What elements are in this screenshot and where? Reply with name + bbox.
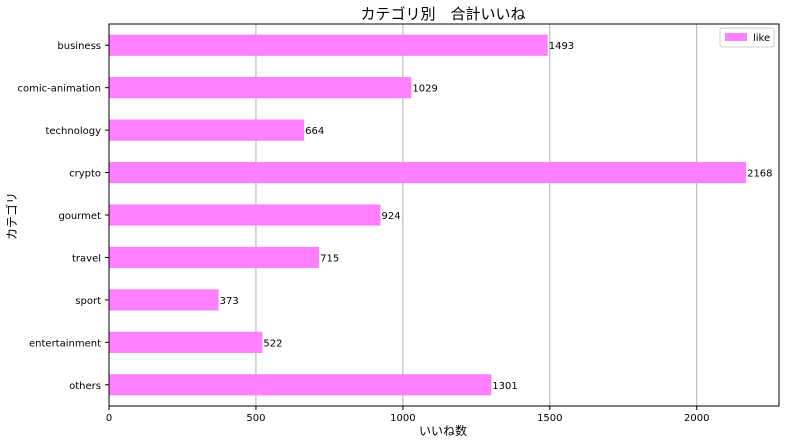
- bar-entertainment: [109, 331, 263, 353]
- legend-label: like: [753, 33, 770, 44]
- y-axis-ticks: business comic-animation technology crypto g…: [17, 41, 109, 392]
- x-tick-label: 1500: [537, 413, 562, 424]
- bars: 1493 1029 664 2168 924 715 373 522 1301: [109, 34, 773, 396]
- data-label-others: 1301: [492, 381, 517, 392]
- legend-swatch: [725, 33, 747, 41]
- y-tick-label-others: others: [69, 381, 101, 392]
- data-label-comic-animation: 1029: [412, 84, 437, 95]
- data-label-business: 1493: [549, 41, 574, 52]
- bar-sport: [109, 289, 219, 311]
- y-tick-label-gourmet: gourmet: [58, 211, 101, 222]
- data-label-technology: 664: [305, 126, 324, 137]
- bar-crypto: [109, 161, 747, 184]
- data-label-travel: 715: [320, 253, 339, 264]
- bar-gourmet: [109, 204, 381, 226]
- y-tick-label-comic-animation: comic-animation: [17, 84, 101, 95]
- x-tick-label: 2000: [684, 413, 709, 424]
- data-label-entertainment: 522: [263, 338, 282, 349]
- legend: like: [719, 27, 775, 48]
- bar-others: [109, 374, 492, 396]
- y-tick-label-business: business: [57, 41, 101, 52]
- y-tick-label-sport: sport: [75, 296, 101, 307]
- data-label-gourmet: 924: [382, 211, 401, 222]
- bar-comic-animation: [109, 77, 412, 99]
- y-axis-label: カテゴリ: [4, 192, 19, 240]
- data-label-sport: 373: [220, 296, 239, 307]
- x-axis-ticks: 0 500 1000 1500 2000: [106, 406, 709, 424]
- bar-business: [109, 34, 548, 56]
- x-tick-label: 0: [106, 413, 112, 424]
- data-label-crypto: 2168: [747, 169, 772, 180]
- x-axis-label: いいね数: [419, 423, 467, 438]
- y-tick-label-travel: travel: [72, 253, 101, 264]
- y-tick-label-entertainment: entertainment: [29, 338, 101, 349]
- bar-technology: [109, 119, 305, 141]
- x-tick-label: 500: [246, 413, 265, 424]
- chart-title: カテゴリ別 合計いいね: [360, 5, 525, 23]
- x-tick-label: 1000: [390, 413, 415, 424]
- y-tick-label-crypto: crypto: [69, 169, 101, 180]
- bar-travel: [109, 246, 320, 269]
- y-tick-label-technology: technology: [45, 126, 101, 137]
